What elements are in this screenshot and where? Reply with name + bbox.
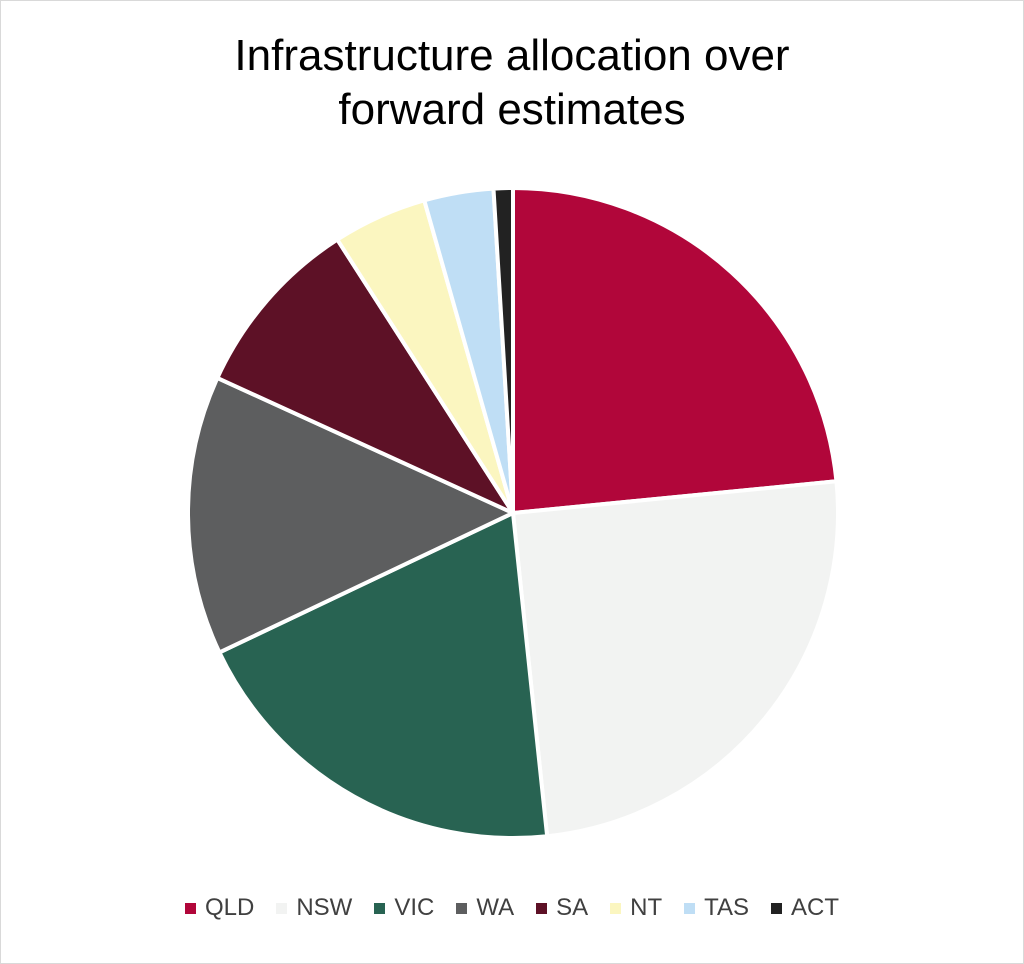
legend-item-sa: SA [536,894,588,922]
legend-swatch [771,902,783,914]
legend-swatch [536,902,548,914]
legend-label: QLD [204,894,255,921]
chart-legend: QLD NSW VIC WA SA NT TAS ACT [1,894,1023,922]
legend-item-nsw: NSW [276,894,352,922]
legend-label: NT [630,894,663,921]
pie-slice-sa [215,237,515,515]
legend-label: ACT [791,894,840,921]
pie-slice-act [491,186,515,515]
legend-label: WA [476,894,515,921]
pie-slice-qld [511,186,839,515]
legend-item-vic: VIC [374,894,434,922]
chart-title-line-2: forward estimates [338,85,686,134]
legend-label: SA [556,894,589,921]
legend-item-nt: NT [610,894,662,922]
legend-swatch [374,902,386,914]
legend-label: NSW [296,894,353,921]
legend-item-qld: QLD [184,894,255,922]
legend-swatch [184,902,196,914]
legend-label: VIC [394,894,435,921]
chart-title: Infrastructure allocation over forward e… [1,29,1023,137]
legend-label: TAS [704,894,750,921]
pie-slice-wa [186,375,515,655]
pie-slice-vic [217,511,550,840]
legend-item-wa: WA [456,894,514,922]
legend-swatch [684,902,696,914]
legend-swatch [456,902,468,914]
pie-slice-nsw [511,479,840,839]
legend-swatch [610,902,622,914]
legend-swatch [276,902,288,914]
chart-title-line-1: Infrastructure allocation over [234,31,790,80]
legend-item-tas: TAS [684,894,749,922]
legend-item-act: ACT [771,894,839,922]
